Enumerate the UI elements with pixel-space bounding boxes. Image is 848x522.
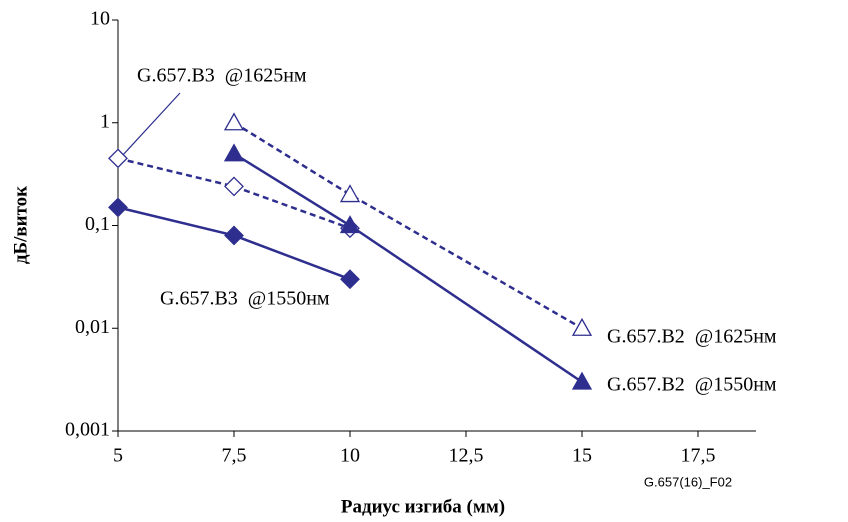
y-tick-label: 0,01 xyxy=(75,316,110,338)
series-label: G.657.B2 @1625нм xyxy=(607,326,777,348)
x-tick-label: 7,5 xyxy=(222,445,247,467)
x-tick-label: 5 xyxy=(113,445,123,467)
series-line xyxy=(117,157,351,230)
y-tick-label: 0,001 xyxy=(65,419,110,441)
y-tick-label: 0,1 xyxy=(85,213,110,235)
x-axis-label: Радиус изгиба (мм) xyxy=(341,496,505,517)
x-tick-label: 15 xyxy=(572,445,592,467)
x-tick-label: 10 xyxy=(340,445,360,467)
leader-line xyxy=(121,92,181,157)
y-axis-label: дБ/виток xyxy=(10,186,31,264)
point-marker xyxy=(339,184,361,203)
point-marker xyxy=(224,225,244,246)
series-line xyxy=(233,152,583,384)
point-marker xyxy=(339,215,361,234)
figure-note: G.657(16)_F02 xyxy=(644,474,732,489)
point-marker xyxy=(108,148,128,169)
x-tick-label: 17,5 xyxy=(681,445,716,467)
point-marker xyxy=(224,176,244,197)
point-marker xyxy=(223,143,245,162)
point-marker xyxy=(108,197,128,218)
point-marker xyxy=(571,317,593,336)
point-marker xyxy=(571,371,593,390)
series-label: G.657.B2 @1550нм xyxy=(607,374,777,396)
series-label: G.657.B3 @1550нм xyxy=(160,288,330,310)
point-marker xyxy=(223,112,245,131)
x-tick-label: 12,5 xyxy=(449,445,484,467)
y-tick-label: 10 xyxy=(90,8,110,30)
series-line xyxy=(233,121,583,330)
series-label: G.657.B3 @1625нм xyxy=(137,65,307,87)
y-tick-label: 1 xyxy=(100,110,110,132)
point-marker xyxy=(340,269,360,290)
